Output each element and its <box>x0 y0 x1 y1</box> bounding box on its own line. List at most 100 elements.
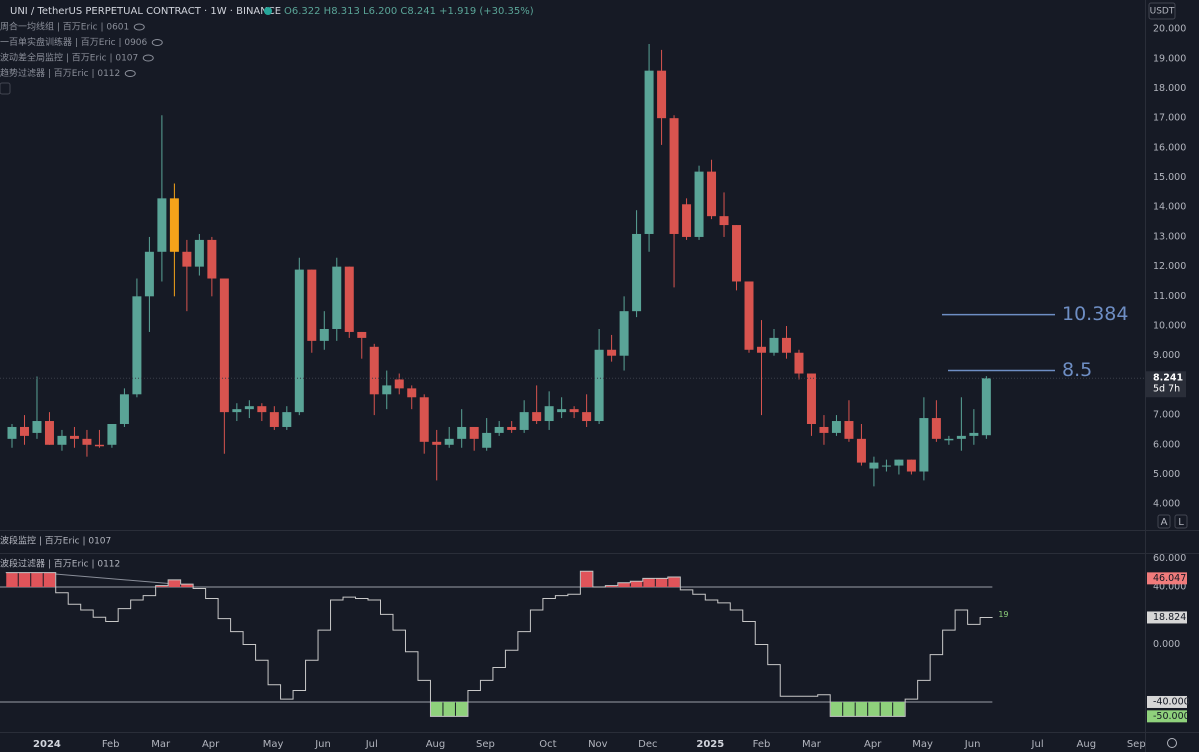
x-tick-label: Sep <box>476 739 495 750</box>
settings-icon[interactable] <box>1167 738 1177 748</box>
candle-body <box>169 198 179 252</box>
candle-body <box>869 462 879 469</box>
price-level-label: 8.5 <box>1062 359 1092 381</box>
currency-box[interactable] <box>1148 2 1176 20</box>
x-tick-label: Feb <box>753 739 771 750</box>
candle-body <box>757 346 766 353</box>
y-tick-label: 13.000 <box>1153 231 1186 242</box>
candle-body <box>769 337 779 353</box>
y-tick-label: 19.000 <box>1153 53 1186 64</box>
upper-signal-bar <box>643 578 655 588</box>
candle-body <box>644 70 654 234</box>
y-tick-label: 6.000 <box>1153 439 1180 450</box>
indicator-legend: 一百单实盘训练器 | 百万Eric | 0906 <box>0 36 148 48</box>
candle-body <box>844 421 854 439</box>
x-tick-label: Sep <box>1127 739 1146 750</box>
candle-body <box>57 435 67 445</box>
visibility-icon[interactable] <box>133 23 145 31</box>
candle-body <box>307 269 317 341</box>
candle-body <box>257 406 267 413</box>
candle-body <box>981 378 991 436</box>
x-tick-label: Nov <box>588 739 608 750</box>
x-tick-label: Jul <box>365 739 378 750</box>
upper-signal-bar <box>168 579 181 588</box>
visibility-icon[interactable] <box>151 39 163 46</box>
log-button[interactable] <box>1174 514 1188 529</box>
y-tick-label: 9.000 <box>1153 350 1180 361</box>
candle-body <box>332 266 342 329</box>
candle-body <box>781 337 791 353</box>
y-tick-label: 10.000 <box>1153 321 1186 332</box>
auto-button[interactable] <box>1157 514 1171 529</box>
candle-body <box>294 269 304 413</box>
upper-signal-bar <box>580 571 593 588</box>
candle-body <box>244 406 254 410</box>
axis-marker <box>1147 572 1187 585</box>
y-tick-label: 7.000 <box>1153 410 1180 421</box>
indicator-line <box>5 570 993 717</box>
candle-body <box>856 438 866 463</box>
candle-body <box>319 328 329 341</box>
upper-signal-bar <box>618 582 630 588</box>
axis-marker-label: 46.047 <box>1153 573 1186 584</box>
y-tick-label: 14.000 <box>1153 202 1186 213</box>
lower-signal-bar <box>443 701 455 717</box>
candle-body <box>819 426 829 433</box>
collapse-button[interactable] <box>0 82 11 95</box>
candle-body <box>594 349 604 422</box>
candle-body <box>132 296 142 395</box>
y-tick-label: 4.000 <box>1153 499 1180 510</box>
axis-marker <box>1147 611 1187 624</box>
candle-body <box>82 438 92 445</box>
candle-body <box>482 432 492 448</box>
lower-signal-bar <box>880 701 893 717</box>
candle-body <box>632 233 642 312</box>
x-tick-label: 2024 <box>33 739 61 750</box>
lower-signal-bar <box>430 701 443 717</box>
x-tick-label: May <box>263 739 284 750</box>
indicator-legend: 周合一均线组 | 百万Eric | 0601 <box>0 21 129 33</box>
status-dot <box>264 7 272 15</box>
y-tick-label: 17.000 <box>1153 113 1186 124</box>
candle-body <box>569 409 579 413</box>
x-tick-label: Mar <box>802 739 822 750</box>
indicator-title: 波段监控 | 百万Eric | 0107 <box>0 535 111 547</box>
candle-body <box>582 412 592 422</box>
price-level-label: 10.384 <box>1062 303 1128 325</box>
candle-body <box>694 171 704 237</box>
visibility-icon[interactable] <box>124 70 136 77</box>
candle-body <box>894 459 904 466</box>
currency[interactable]: USDT <box>1150 7 1175 17</box>
symbol-title: UNI / TetherUS PERPETUAL CONTRACT · 1W ·… <box>10 6 281 17</box>
x-tick-label: Aug <box>1077 739 1097 750</box>
last-price-label: 8.241 <box>1153 373 1183 384</box>
last-price-box <box>1146 371 1186 398</box>
visibility-icon[interactable] <box>142 54 154 62</box>
candle-body <box>144 251 154 297</box>
axis-marker-label: -40.000 <box>1153 696 1190 707</box>
candle-body <box>407 388 417 398</box>
upper-signal-bar <box>181 584 193 588</box>
candle-body <box>944 438 954 441</box>
candle-body <box>119 394 129 424</box>
candle-body <box>744 281 754 350</box>
axis-marker <box>1147 695 1187 708</box>
candle-body <box>107 424 117 445</box>
log-label[interactable]: L <box>1178 517 1184 528</box>
y-tick-label: 20.000 <box>1153 24 1186 35</box>
candle-body <box>282 412 292 427</box>
y-tick-label: 60.000 <box>1153 553 1186 564</box>
lower-signal-bar <box>843 701 855 717</box>
candle-body <box>507 426 517 430</box>
lower-signal-bar <box>868 701 880 717</box>
countdown: 5d 7h <box>1153 384 1180 395</box>
candle-body <box>707 171 717 217</box>
candle-body <box>44 421 54 445</box>
candle-body <box>394 379 404 389</box>
upper-signal-bar <box>6 572 18 588</box>
y-tick-label: 15.000 <box>1153 172 1186 183</box>
candle-body <box>919 418 929 472</box>
candle-body <box>419 397 429 442</box>
y-tick-label: 11.000 <box>1153 291 1186 302</box>
auto-label[interactable]: A <box>1161 517 1168 528</box>
